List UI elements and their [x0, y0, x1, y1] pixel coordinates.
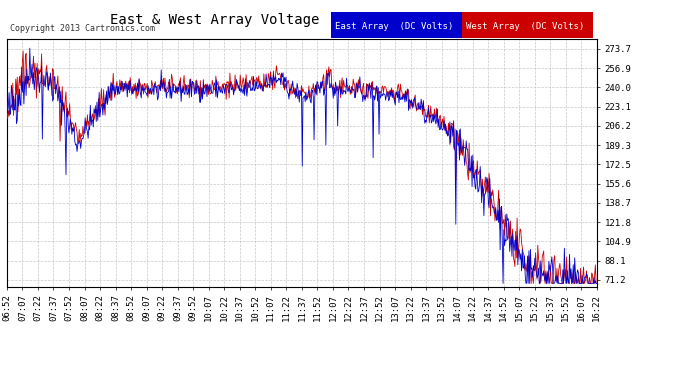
Text: West Array  (DC Volts): West Array (DC Volts) [466, 22, 584, 31]
Text: East & West Array Voltage  Mon Nov 18 16:32: East & West Array Voltage Mon Nov 18 16:… [110, 13, 470, 27]
Text: Copyright 2013 Cartronics.com: Copyright 2013 Cartronics.com [10, 24, 155, 33]
Text: East Array  (DC Volts): East Array (DC Volts) [335, 22, 453, 31]
